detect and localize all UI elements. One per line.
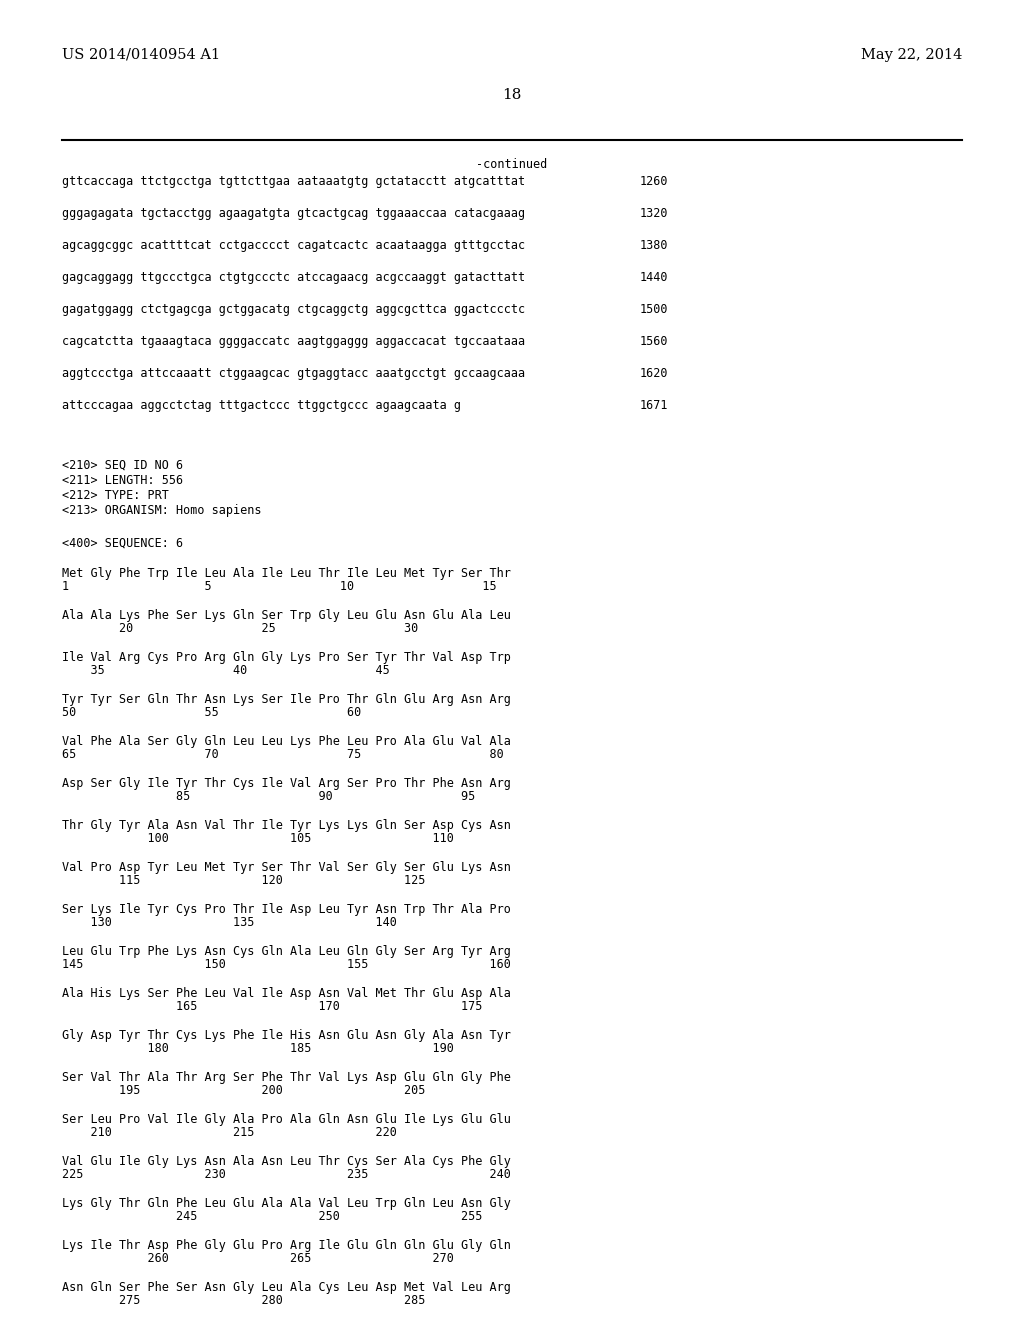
Text: 35                  40                  45: 35 40 45 xyxy=(62,664,390,677)
Text: Val Glu Ile Gly Lys Asn Ala Asn Leu Thr Cys Ser Ala Cys Phe Gly: Val Glu Ile Gly Lys Asn Ala Asn Leu Thr … xyxy=(62,1155,511,1168)
Text: Ala Ala Lys Phe Ser Lys Gln Ser Trp Gly Leu Glu Asn Glu Ala Leu: Ala Ala Lys Phe Ser Lys Gln Ser Trp Gly … xyxy=(62,609,511,622)
Text: 18: 18 xyxy=(503,88,521,102)
Text: 225                 230                 235                 240: 225 230 235 240 xyxy=(62,1168,511,1181)
Text: Lys Gly Thr Gln Phe Leu Glu Ala Ala Val Leu Trp Gln Leu Asn Gly: Lys Gly Thr Gln Phe Leu Glu Ala Ala Val … xyxy=(62,1197,511,1210)
Text: Met Gly Phe Trp Ile Leu Ala Ile Leu Thr Ile Leu Met Tyr Ser Thr: Met Gly Phe Trp Ile Leu Ala Ile Leu Thr … xyxy=(62,568,511,579)
Text: aggtccctga attccaaatt ctggaagcac gtgaggtacc aaatgcctgt gccaagcaaa: aggtccctga attccaaatt ctggaagcac gtgaggt… xyxy=(62,367,525,380)
Text: 1560: 1560 xyxy=(640,335,669,348)
Text: Thr Gly Tyr Ala Asn Val Thr Ile Tyr Lys Lys Gln Ser Asp Cys Asn: Thr Gly Tyr Ala Asn Val Thr Ile Tyr Lys … xyxy=(62,818,511,832)
Text: 195                 200                 205: 195 200 205 xyxy=(62,1084,425,1097)
Text: 115                 120                 125: 115 120 125 xyxy=(62,874,425,887)
Text: <211> LENGTH: 556: <211> LENGTH: 556 xyxy=(62,474,183,487)
Text: <210> SEQ ID NO 6: <210> SEQ ID NO 6 xyxy=(62,459,183,473)
Text: 275                 280                 285: 275 280 285 xyxy=(62,1294,425,1307)
Text: Ala His Lys Ser Phe Leu Val Ile Asp Asn Val Met Thr Glu Asp Ala: Ala His Lys Ser Phe Leu Val Ile Asp Asn … xyxy=(62,987,511,1001)
Text: Ser Lys Ile Tyr Cys Pro Thr Ile Asp Leu Tyr Asn Trp Thr Ala Pro: Ser Lys Ile Tyr Cys Pro Thr Ile Asp Leu … xyxy=(62,903,511,916)
Text: 180                 185                 190: 180 185 190 xyxy=(62,1041,454,1055)
Text: Lys Ile Thr Asp Phe Gly Glu Pro Arg Ile Glu Gln Gln Glu Gly Gln: Lys Ile Thr Asp Phe Gly Glu Pro Arg Ile … xyxy=(62,1239,511,1251)
Text: 165                 170                 175: 165 170 175 xyxy=(62,1001,482,1012)
Text: 1                   5                  10                  15: 1 5 10 15 xyxy=(62,579,497,593)
Text: gggagagata tgctacctgg agaagatgta gtcactgcag tggaaaccaa catacgaaag: gggagagata tgctacctgg agaagatgta gtcactg… xyxy=(62,207,525,220)
Text: US 2014/0140954 A1: US 2014/0140954 A1 xyxy=(62,48,220,62)
Text: 210                 215                 220: 210 215 220 xyxy=(62,1126,397,1139)
Text: 1260: 1260 xyxy=(640,176,669,187)
Text: 85                  90                  95: 85 90 95 xyxy=(62,789,475,803)
Text: Val Pro Asp Tyr Leu Met Tyr Ser Thr Val Ser Gly Ser Glu Lys Asn: Val Pro Asp Tyr Leu Met Tyr Ser Thr Val … xyxy=(62,861,511,874)
Text: May 22, 2014: May 22, 2014 xyxy=(860,48,962,62)
Text: Gly Asp Tyr Thr Cys Lys Phe Ile His Asn Glu Asn Gly Ala Asn Tyr: Gly Asp Tyr Thr Cys Lys Phe Ile His Asn … xyxy=(62,1030,511,1041)
Text: gttcaccaga ttctgcctga tgttcttgaa aataaatgtg gctatacctt atgcatttat: gttcaccaga ttctgcctga tgttcttgaa aataaat… xyxy=(62,176,525,187)
Text: 20                  25                  30: 20 25 30 xyxy=(62,622,418,635)
Text: 50                  55                  60: 50 55 60 xyxy=(62,706,361,719)
Text: attcccagaa aggcctctag tttgactccc ttggctgccc agaagcaata g: attcccagaa aggcctctag tttgactccc ttggctg… xyxy=(62,399,461,412)
Text: cagcatctta tgaaagtaca ggggaccatc aagtggaggg aggaccacat tgccaataaa: cagcatctta tgaaagtaca ggggaccatc aagtgga… xyxy=(62,335,525,348)
Text: 1320: 1320 xyxy=(640,207,669,220)
Text: 1671: 1671 xyxy=(640,399,669,412)
Text: 145                 150                 155                 160: 145 150 155 160 xyxy=(62,958,511,972)
Text: 1500: 1500 xyxy=(640,304,669,315)
Text: <212> TYPE: PRT: <212> TYPE: PRT xyxy=(62,488,169,502)
Text: 260                 265                 270: 260 265 270 xyxy=(62,1251,454,1265)
Text: Asn Gln Ser Phe Ser Asn Gly Leu Ala Cys Leu Asp Met Val Leu Arg: Asn Gln Ser Phe Ser Asn Gly Leu Ala Cys … xyxy=(62,1280,511,1294)
Text: Tyr Tyr Ser Gln Thr Asn Lys Ser Ile Pro Thr Gln Glu Arg Asn Arg: Tyr Tyr Ser Gln Thr Asn Lys Ser Ile Pro … xyxy=(62,693,511,706)
Text: <400> SEQUENCE: 6: <400> SEQUENCE: 6 xyxy=(62,537,183,550)
Text: -continued: -continued xyxy=(476,158,548,172)
Text: Ser Leu Pro Val Ile Gly Ala Pro Ala Gln Asn Glu Ile Lys Glu Glu: Ser Leu Pro Val Ile Gly Ala Pro Ala Gln … xyxy=(62,1113,511,1126)
Text: Ser Val Thr Ala Thr Arg Ser Phe Thr Val Lys Asp Glu Gln Gly Phe: Ser Val Thr Ala Thr Arg Ser Phe Thr Val … xyxy=(62,1071,511,1084)
Text: Leu Glu Trp Phe Lys Asn Cys Gln Ala Leu Gln Gly Ser Arg Tyr Arg: Leu Glu Trp Phe Lys Asn Cys Gln Ala Leu … xyxy=(62,945,511,958)
Text: agcaggcggc acattttcat cctgacccct cagatcactc acaataagga gtttgcctac: agcaggcggc acattttcat cctgacccct cagatca… xyxy=(62,239,525,252)
Text: 245                 250                 255: 245 250 255 xyxy=(62,1210,482,1224)
Text: Asp Ser Gly Ile Tyr Thr Cys Ile Val Arg Ser Pro Thr Phe Asn Arg: Asp Ser Gly Ile Tyr Thr Cys Ile Val Arg … xyxy=(62,777,511,789)
Text: 1440: 1440 xyxy=(640,271,669,284)
Text: gagatggagg ctctgagcga gctggacatg ctgcaggctg aggcgcttca ggactccctc: gagatggagg ctctgagcga gctggacatg ctgcagg… xyxy=(62,304,525,315)
Text: 1620: 1620 xyxy=(640,367,669,380)
Text: 100                 105                 110: 100 105 110 xyxy=(62,832,454,845)
Text: Val Phe Ala Ser Gly Gln Leu Leu Lys Phe Leu Pro Ala Glu Val Ala: Val Phe Ala Ser Gly Gln Leu Leu Lys Phe … xyxy=(62,735,511,748)
Text: Ile Val Arg Cys Pro Arg Gln Gly Lys Pro Ser Tyr Thr Val Asp Trp: Ile Val Arg Cys Pro Arg Gln Gly Lys Pro … xyxy=(62,651,511,664)
Text: gagcaggagg ttgccctgca ctgtgccctc atccagaacg acgccaaggt gatacttatt: gagcaggagg ttgccctgca ctgtgccctc atccaga… xyxy=(62,271,525,284)
Text: 130                 135                 140: 130 135 140 xyxy=(62,916,397,929)
Text: 65                  70                  75                  80: 65 70 75 80 xyxy=(62,748,504,762)
Text: <213> ORGANISM: Homo sapiens: <213> ORGANISM: Homo sapiens xyxy=(62,504,261,517)
Text: 1380: 1380 xyxy=(640,239,669,252)
